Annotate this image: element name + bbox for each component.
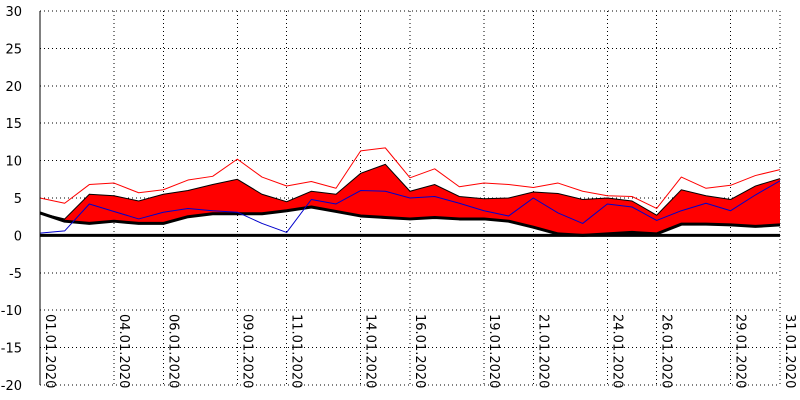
x-tick-label: 31.01.2020 bbox=[782, 314, 797, 388]
series-line-black-thick bbox=[39, 205, 781, 237]
range-area-outline bbox=[39, 163, 781, 220]
x-tick-label: 06.01.2020 bbox=[165, 314, 180, 388]
y-tick-label: 15 bbox=[5, 117, 22, 132]
series-line-blue bbox=[39, 180, 781, 234]
x-tick-label: 26.01.2020 bbox=[659, 314, 674, 388]
series-line-upper-thin bbox=[39, 147, 781, 209]
x-tick-label: 16.01.2020 bbox=[412, 314, 427, 388]
x-tick-label: 11.01.2020 bbox=[289, 314, 304, 388]
y-tick-label: 10 bbox=[5, 155, 22, 170]
y-tick-labels: -20 -15 -10 -5 0 5 10 15 20 25 30 bbox=[1, 5, 22, 394]
y-tick-label: 0 bbox=[14, 229, 22, 244]
x-tick-label: 24.01.2020 bbox=[609, 314, 624, 388]
y-tick-label: -15 bbox=[1, 342, 22, 357]
y-tick-label: -5 bbox=[9, 267, 22, 282]
x-tick-label: 21.01.2020 bbox=[535, 314, 550, 388]
y-tick-label: 25 bbox=[5, 42, 22, 57]
y-tick-label: 20 bbox=[5, 80, 22, 95]
x-tick-label: 29.01.2020 bbox=[733, 314, 748, 388]
x-tick-label: 01.01.2020 bbox=[42, 314, 57, 388]
y-tick-label: -20 bbox=[1, 379, 22, 394]
x-tick-label: 09.01.2020 bbox=[239, 314, 254, 388]
x-tick-label: 19.01.2020 bbox=[486, 314, 501, 388]
y-tick-label: 5 bbox=[14, 192, 22, 207]
y-tick-label: 30 bbox=[5, 5, 22, 20]
x-tick-label: 14.01.2020 bbox=[363, 314, 378, 388]
series-lines-layer bbox=[39, 147, 781, 237]
grid bbox=[39, 10, 781, 386]
x-tick-label: 04.01.2020 bbox=[116, 314, 131, 388]
y-tick-label: -10 bbox=[1, 304, 22, 319]
range-area-layer bbox=[39, 163, 781, 236]
x-tick-labels: 01.01.2020 04.01.2020 06.01.2020 09.01.2020… bbox=[42, 314, 797, 388]
